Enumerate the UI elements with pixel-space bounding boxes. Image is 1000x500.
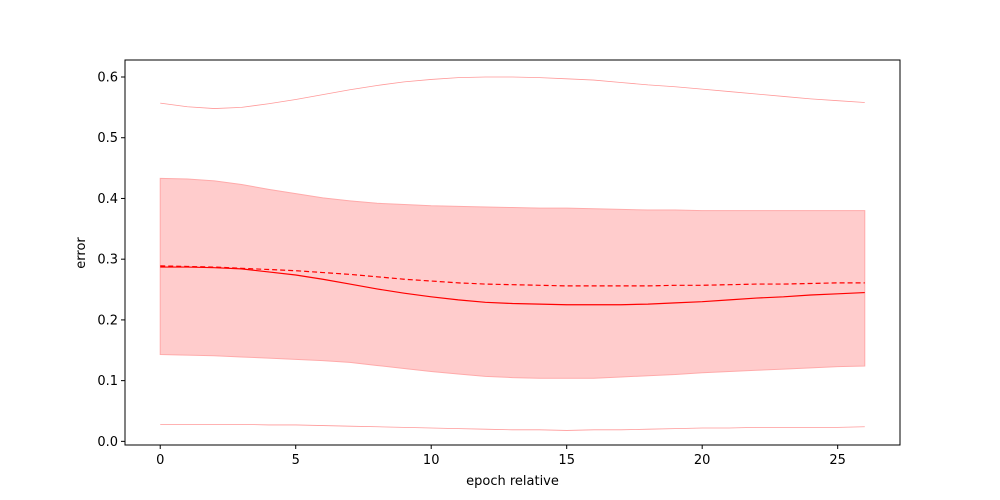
band-area (159, 177, 866, 379)
y-tick-label: 0.1 (97, 374, 118, 389)
x-tick-label: 20 (694, 453, 711, 468)
y-tick-label: 0.4 (97, 192, 118, 207)
max-line (160, 76, 865, 109)
x-axis-label: epoch relative (466, 474, 559, 489)
dashed-line (160, 265, 865, 287)
x-tick-label: 10 (423, 453, 440, 468)
x-tick-label: 15 (558, 453, 575, 468)
min-line (160, 423, 865, 431)
x-tick-label: 5 (292, 453, 300, 468)
x-tick-label: 25 (829, 453, 846, 468)
y-tick-label: 0.0 (97, 435, 118, 450)
solid-line (160, 266, 865, 306)
x-tick-label: 0 (156, 453, 164, 468)
y-tick-label: 0.2 (97, 313, 118, 328)
y-tick-label: 0.6 (97, 71, 118, 86)
y-tick-label: 0.5 (97, 131, 118, 146)
axes-frame (124, 59, 901, 446)
plot-area (159, 76, 866, 431)
axes: 0 5 10 15 20 25 0.0 0.1 0.2 0.3 0.4 0.5 0.6 (97, 59, 901, 468)
y-tick-label: 0.3 (97, 253, 118, 268)
y-axis-label: error (74, 237, 89, 269)
